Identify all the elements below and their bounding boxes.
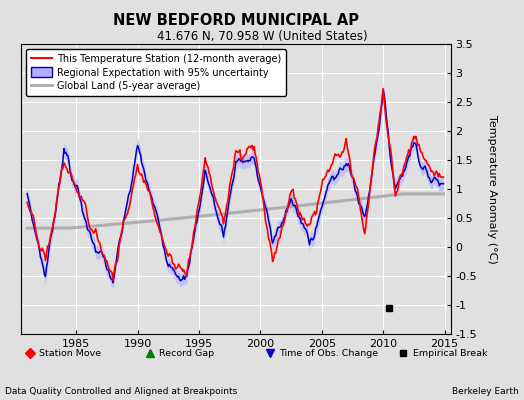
Text: Berkeley Earth: Berkeley Earth (452, 387, 519, 396)
Text: Data Quality Controlled and Aligned at Breakpoints: Data Quality Controlled and Aligned at B… (5, 387, 237, 396)
Text: Station Move: Station Move (39, 348, 101, 358)
Title: NEW BEDFORD MUNICIPAL AP: NEW BEDFORD MUNICIPAL AP (113, 12, 359, 28)
Text: Record Gap: Record Gap (159, 348, 214, 358)
Text: Empirical Break: Empirical Break (412, 348, 487, 358)
Legend: This Temperature Station (12-month average), Regional Expectation with 95% uncer: This Temperature Station (12-month avera… (26, 49, 286, 96)
Y-axis label: Temperature Anomaly (°C): Temperature Anomaly (°C) (487, 115, 497, 263)
Text: 41.676 N, 70.958 W (United States): 41.676 N, 70.958 W (United States) (157, 30, 367, 43)
Text: Time of Obs. Change: Time of Obs. Change (279, 348, 378, 358)
